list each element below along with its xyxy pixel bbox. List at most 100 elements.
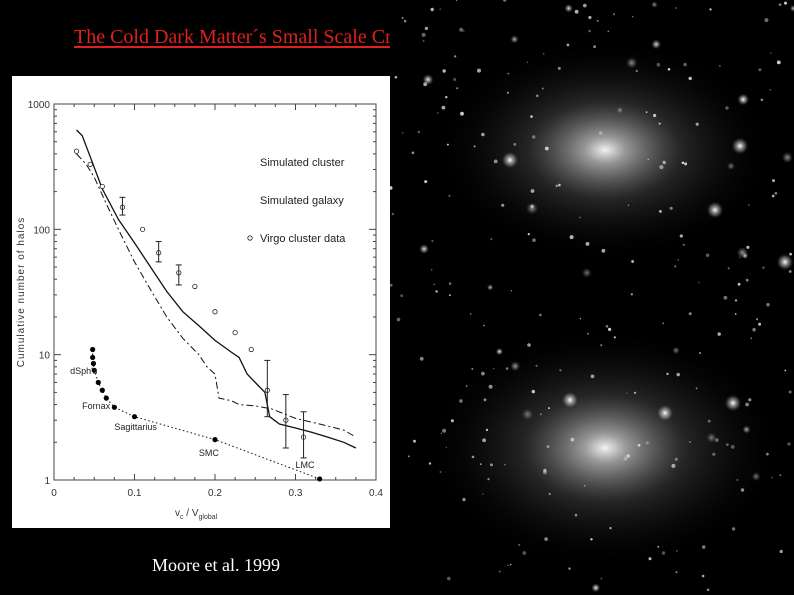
subhalo-dot xyxy=(737,282,741,286)
x-tick-label: 0.1 xyxy=(128,488,142,499)
subhalo-dot xyxy=(746,245,750,249)
chart-annotation: SMC xyxy=(199,448,220,458)
subhalo-dot xyxy=(623,456,628,461)
virgo-data-point xyxy=(232,329,238,336)
subhalo-dot xyxy=(460,111,464,116)
subhalo-dot xyxy=(596,20,599,22)
subhalo-dot xyxy=(503,0,507,2)
subhalo-dot xyxy=(779,474,782,477)
dwarf-point xyxy=(91,367,97,373)
subhalo-dot xyxy=(667,68,671,71)
subhalo-dot xyxy=(736,479,738,481)
subhalo-dot xyxy=(758,322,762,326)
subhalo-dot xyxy=(495,347,504,356)
citation-caption: Moore et al. 1999 xyxy=(152,555,280,575)
subhalo-dot xyxy=(448,194,451,197)
bright-subhalo xyxy=(776,253,794,271)
subhalo-dot xyxy=(525,201,539,215)
subhalo-dot xyxy=(676,372,680,377)
subhalo-dot xyxy=(781,151,794,164)
subhalo-dot xyxy=(557,66,561,70)
subhalo-dot xyxy=(731,527,736,531)
subhalo-dot xyxy=(439,8,441,10)
subhalo-dot xyxy=(424,26,428,30)
subhalo-dot xyxy=(568,567,571,570)
subhalo-dot xyxy=(530,189,535,193)
subhalo-dot xyxy=(579,318,582,320)
dwarf-point xyxy=(103,395,109,401)
subhalo-dot xyxy=(471,455,475,459)
chart-annotation: dSph's xyxy=(70,366,98,376)
dwarf-point xyxy=(317,476,323,482)
subhalo-dot xyxy=(662,160,666,165)
subhalo-dot xyxy=(647,158,649,161)
subhalo-dot xyxy=(513,143,517,146)
subhalo-dot xyxy=(445,96,448,99)
subhalo-dot xyxy=(548,492,551,496)
subhalo-dot xyxy=(748,204,750,206)
subhalo-dot xyxy=(688,76,692,81)
subhalo-dot xyxy=(499,570,501,573)
subhalo-dot xyxy=(424,180,428,184)
subhalo-dot xyxy=(539,313,542,317)
subhalo-dot xyxy=(490,238,493,241)
subhalo-dot xyxy=(439,471,442,473)
bright-subhalo xyxy=(501,151,519,169)
subhalo-dot xyxy=(587,332,589,335)
dwarf-point xyxy=(90,360,97,367)
subhalo-dot xyxy=(413,439,416,443)
subhalo-dot xyxy=(431,269,433,271)
subhalo-dot xyxy=(455,0,458,2)
subhalo-dot xyxy=(588,15,592,20)
subhalo-dot xyxy=(583,3,587,8)
dwarf-point xyxy=(90,354,96,361)
subhalo-dot xyxy=(527,233,530,236)
subhalo-dot xyxy=(419,356,424,361)
subhalo-dot xyxy=(705,432,718,444)
subhalo-dot xyxy=(442,428,447,433)
subhalo-dot xyxy=(530,204,534,209)
subhalo-dot xyxy=(739,256,741,258)
subhalo-dot xyxy=(390,283,393,287)
x-tick-label: 0 xyxy=(51,488,57,499)
subhalo-dot xyxy=(789,4,794,13)
subhalo-dot xyxy=(394,76,398,79)
subhalo-dot xyxy=(727,267,730,270)
subhalo-dot xyxy=(750,337,752,340)
subhalo-dot xyxy=(505,367,509,370)
subhalo-dot xyxy=(590,538,593,541)
subhalo-dot xyxy=(706,588,710,592)
subhalo-dot xyxy=(677,259,679,261)
subhalo-dot xyxy=(522,551,527,555)
y-tick-label: 100 xyxy=(33,225,50,236)
subhalo-dot xyxy=(536,94,539,98)
subhalo-dot xyxy=(650,0,659,9)
subhalo-dot xyxy=(771,476,773,479)
subhalo-dot xyxy=(535,364,538,367)
subhalo-dot xyxy=(441,105,446,110)
subhalo-dot xyxy=(477,68,481,73)
subhalo-dot xyxy=(598,131,603,135)
subhalo-dot xyxy=(548,407,550,410)
subhalo-dot xyxy=(501,203,505,207)
subhalo-dot xyxy=(546,445,550,448)
y-axis-label: Cumulative number of halos xyxy=(16,217,27,368)
subhalo-dot xyxy=(784,369,787,372)
subhalo-dot xyxy=(766,303,770,307)
subhalo-dot xyxy=(454,55,457,58)
subhalo-dot xyxy=(566,43,570,47)
subhalo-dot xyxy=(479,463,482,465)
subhalo-dot xyxy=(745,278,749,282)
series-line-simulated-cluster xyxy=(76,129,357,449)
cumulative-halo-chart: 0 0.1 0.2 0.3 0.4 1 10 100 1000 Cumulative number… xyxy=(12,76,390,528)
subhalo-dot xyxy=(569,235,574,240)
subhalo-dot xyxy=(748,398,752,402)
subhalo-dot xyxy=(493,159,498,164)
subhalo-dot xyxy=(507,72,510,75)
subhalo-dot xyxy=(682,243,685,246)
subhalo-dot xyxy=(450,419,454,423)
subhalo-dot xyxy=(459,399,463,403)
subhalo-dot xyxy=(542,52,545,55)
galaxy-halo-top xyxy=(435,40,775,260)
subhalo-dot xyxy=(669,206,673,210)
